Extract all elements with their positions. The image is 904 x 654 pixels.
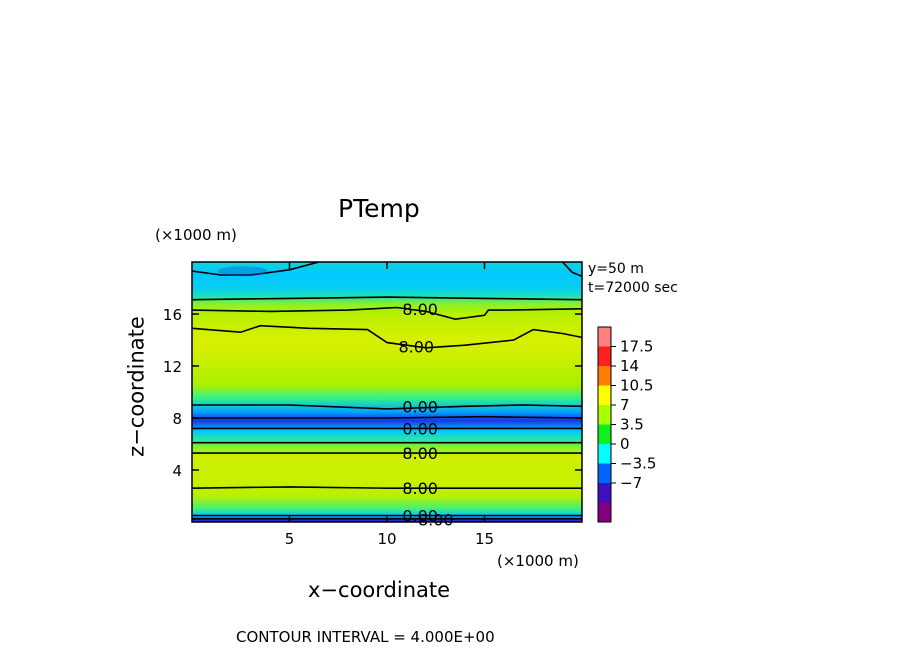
plot-field	[192, 262, 582, 522]
colorbar-swatch	[598, 327, 611, 347]
y-tick-label: 8	[172, 410, 182, 428]
colorbar-swatch	[598, 366, 611, 386]
colorbar-label: −7	[620, 474, 642, 492]
colorbar: 17.514 10.57 3.50 −3.5−7	[597, 326, 656, 523]
contour-label: 8.00	[418, 510, 454, 529]
contour-line	[192, 324, 582, 349]
y-axis-unit: (×1000 m)	[155, 226, 237, 244]
contour-line	[192, 415, 582, 419]
contour-line	[192, 296, 582, 301]
colorbar-swatch	[598, 444, 611, 464]
contour-labels: 8.008.000.000.008.008.000.008.00	[398, 300, 454, 530]
colorbar-label: 10.5	[620, 377, 653, 395]
x-axis-label: x−coordinate	[308, 578, 451, 602]
contour-line	[192, 306, 582, 321]
colorbar-label: 14	[620, 357, 639, 375]
low-pocket	[217, 266, 268, 277]
contour-label: 0.00	[402, 419, 438, 438]
time-info: t=72000 sec	[588, 280, 678, 296]
colorbar-label: −3.5	[620, 455, 656, 473]
contour-line	[192, 262, 320, 276]
colorbar-label: 0	[620, 435, 630, 453]
contour-line	[192, 404, 582, 410]
contour-label: 0.00	[402, 507, 438, 526]
colorbar-swatch	[598, 405, 611, 425]
colorbar-swatch	[598, 346, 611, 366]
contour-line	[561, 262, 582, 278]
y-tick-label: 12	[163, 358, 182, 376]
colorbar-label: 17.5	[620, 338, 653, 356]
colorbar-swatch	[598, 463, 611, 483]
y-tick-label: 16	[163, 306, 182, 324]
axis-ticks: 5 10 15 4 8 12 16	[163, 262, 582, 548]
chart-title: PTemp	[338, 194, 420, 223]
x-tick-label: 15	[475, 530, 494, 548]
x-tick-label: 10	[377, 530, 396, 548]
x-tick-label: 5	[285, 530, 295, 548]
contour-interval-note: CONTOUR INTERVAL = 4.000E+00	[236, 628, 495, 646]
colorbar-label: 3.5	[620, 416, 644, 434]
contour-label: 8.00	[402, 300, 438, 319]
contour-label: 8.00	[402, 444, 438, 463]
contour-label: 0.00	[402, 397, 438, 416]
colorbar-swatch	[598, 502, 611, 522]
slice-y-info: y=50 m	[588, 261, 644, 277]
contour-label: 8.00	[402, 479, 438, 498]
x-axis-unit: (×1000 m)	[497, 552, 579, 570]
colorbar-swatch	[598, 483, 611, 503]
y-tick-label: 4	[172, 462, 182, 480]
colorbar-swatch	[598, 385, 611, 405]
colorbar-swatch	[598, 424, 611, 444]
contour-label: 8.00	[398, 338, 434, 357]
contour-line	[192, 486, 582, 489]
colorbar-label: 7	[620, 396, 630, 414]
